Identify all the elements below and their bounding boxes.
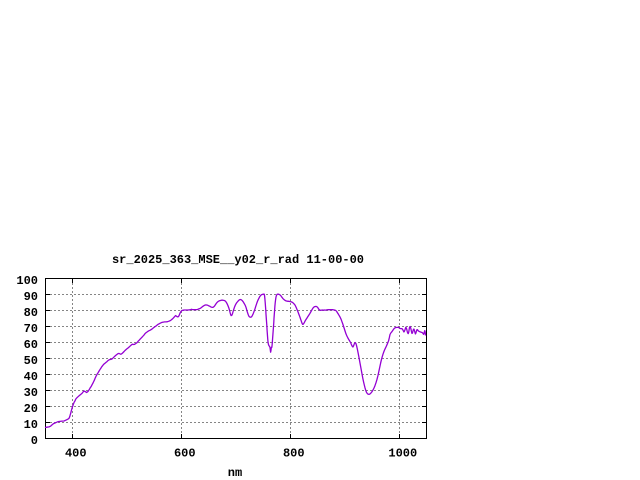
svg-text:90: 90 [24,290,38,304]
svg-text:80: 80 [24,306,38,320]
svg-text:sr_2025_363_MSE__y02_r_rad 11-: sr_2025_363_MSE__y02_r_rad 11-00-00 [112,253,364,267]
svg-text:800: 800 [283,447,305,461]
svg-text:60: 60 [24,338,38,352]
svg-text:600: 600 [174,447,196,461]
svg-text:70: 70 [24,322,38,336]
svg-text:0: 0 [31,434,38,448]
svg-text:400: 400 [65,447,87,461]
svg-text:30: 30 [24,386,38,400]
svg-text:nm: nm [228,466,242,480]
svg-text:1000: 1000 [388,447,417,461]
svg-text:100: 100 [16,274,38,288]
svg-text:20: 20 [24,402,38,416]
svg-text:40: 40 [24,370,38,384]
svg-text:50: 50 [24,354,38,368]
svg-text:10: 10 [24,418,38,432]
